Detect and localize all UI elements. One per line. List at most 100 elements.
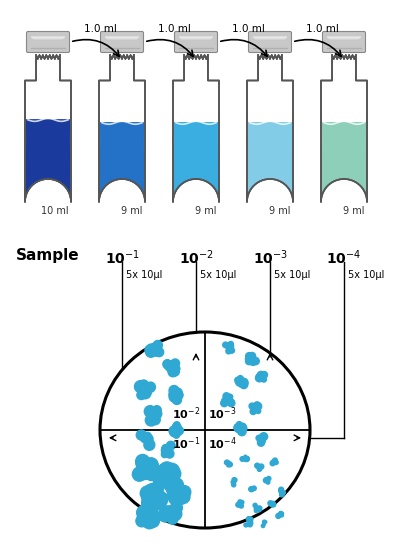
Circle shape bbox=[237, 427, 245, 435]
Text: 9 ml: 9 ml bbox=[195, 206, 216, 216]
Circle shape bbox=[226, 463, 230, 467]
Text: 10$^{-2}$: 10$^{-2}$ bbox=[171, 406, 200, 422]
Circle shape bbox=[174, 488, 187, 501]
Circle shape bbox=[159, 510, 171, 522]
Circle shape bbox=[145, 346, 156, 357]
Circle shape bbox=[162, 512, 171, 521]
Circle shape bbox=[176, 490, 189, 504]
Circle shape bbox=[237, 502, 240, 505]
Circle shape bbox=[137, 507, 151, 521]
Circle shape bbox=[237, 376, 243, 382]
Circle shape bbox=[232, 480, 235, 484]
Circle shape bbox=[144, 388, 151, 396]
Circle shape bbox=[169, 386, 179, 396]
Circle shape bbox=[240, 381, 247, 388]
Circle shape bbox=[270, 460, 274, 465]
Circle shape bbox=[278, 489, 283, 494]
Circle shape bbox=[173, 422, 180, 428]
Circle shape bbox=[239, 425, 246, 432]
Circle shape bbox=[261, 377, 266, 382]
Circle shape bbox=[144, 466, 159, 481]
Circle shape bbox=[143, 505, 154, 516]
Circle shape bbox=[227, 394, 232, 399]
Circle shape bbox=[258, 438, 264, 444]
Circle shape bbox=[145, 414, 157, 426]
Text: 10$^{-3}$: 10$^{-3}$ bbox=[207, 406, 236, 422]
Circle shape bbox=[256, 507, 261, 512]
Circle shape bbox=[144, 435, 153, 444]
Circle shape bbox=[270, 461, 274, 466]
Circle shape bbox=[248, 403, 254, 409]
Circle shape bbox=[162, 444, 170, 452]
Circle shape bbox=[244, 456, 249, 461]
Circle shape bbox=[147, 496, 162, 511]
Circle shape bbox=[265, 480, 269, 484]
Text: 10$^{-2}$: 10$^{-2}$ bbox=[178, 248, 213, 266]
Circle shape bbox=[172, 395, 181, 404]
Circle shape bbox=[170, 363, 179, 372]
Circle shape bbox=[247, 517, 252, 522]
Circle shape bbox=[253, 402, 260, 409]
Circle shape bbox=[144, 458, 157, 473]
Circle shape bbox=[143, 485, 156, 498]
Circle shape bbox=[279, 492, 283, 497]
Circle shape bbox=[167, 513, 178, 524]
FancyBboxPatch shape bbox=[27, 32, 70, 53]
Text: 1.0 ml: 1.0 ml bbox=[305, 24, 337, 34]
Circle shape bbox=[255, 435, 261, 441]
Circle shape bbox=[261, 524, 264, 527]
Circle shape bbox=[255, 408, 260, 413]
Text: 10 ml: 10 ml bbox=[41, 206, 69, 216]
Circle shape bbox=[174, 492, 187, 505]
Circle shape bbox=[145, 382, 155, 392]
Circle shape bbox=[142, 487, 157, 501]
Circle shape bbox=[278, 487, 283, 492]
Circle shape bbox=[251, 486, 256, 490]
Circle shape bbox=[172, 423, 179, 430]
FancyBboxPatch shape bbox=[322, 32, 364, 53]
Circle shape bbox=[258, 464, 263, 469]
Circle shape bbox=[257, 467, 261, 471]
Circle shape bbox=[231, 478, 236, 481]
Circle shape bbox=[153, 341, 162, 350]
Circle shape bbox=[162, 445, 169, 452]
Circle shape bbox=[169, 426, 178, 435]
Circle shape bbox=[221, 398, 227, 404]
Circle shape bbox=[173, 427, 182, 435]
Text: 9 ml: 9 ml bbox=[121, 206, 143, 216]
Circle shape bbox=[137, 391, 145, 399]
Text: 9 ml: 9 ml bbox=[343, 206, 364, 216]
Circle shape bbox=[223, 394, 229, 399]
Circle shape bbox=[171, 359, 179, 368]
Polygon shape bbox=[99, 55, 145, 202]
Circle shape bbox=[166, 509, 175, 517]
Circle shape bbox=[173, 490, 182, 500]
Circle shape bbox=[275, 514, 280, 519]
Circle shape bbox=[226, 348, 231, 353]
Circle shape bbox=[273, 461, 277, 465]
Circle shape bbox=[227, 341, 233, 347]
Circle shape bbox=[254, 463, 258, 468]
Circle shape bbox=[170, 367, 179, 376]
Circle shape bbox=[243, 455, 246, 459]
Circle shape bbox=[167, 475, 179, 488]
Circle shape bbox=[254, 463, 259, 468]
Circle shape bbox=[148, 409, 157, 418]
Circle shape bbox=[238, 378, 247, 387]
Circle shape bbox=[264, 521, 266, 523]
Circle shape bbox=[137, 510, 150, 523]
Circle shape bbox=[254, 403, 261, 410]
Circle shape bbox=[256, 371, 265, 379]
Circle shape bbox=[170, 502, 182, 514]
Circle shape bbox=[272, 458, 276, 463]
Circle shape bbox=[237, 381, 244, 387]
Circle shape bbox=[238, 504, 243, 508]
Polygon shape bbox=[246, 55, 292, 202]
Text: 10$^{-3}$: 10$^{-3}$ bbox=[252, 248, 287, 266]
Circle shape bbox=[158, 473, 171, 485]
Circle shape bbox=[174, 424, 181, 432]
Circle shape bbox=[152, 406, 161, 414]
Circle shape bbox=[269, 502, 272, 505]
Circle shape bbox=[162, 360, 171, 368]
Circle shape bbox=[248, 487, 252, 491]
